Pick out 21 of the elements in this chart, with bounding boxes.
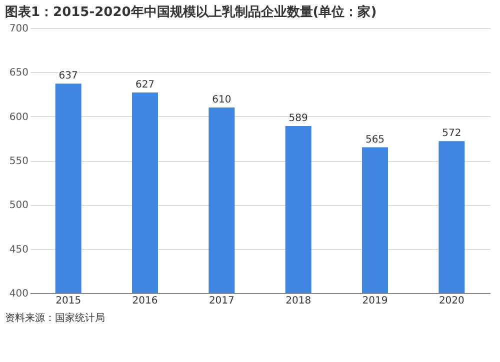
data-label: 565 [365,134,385,146]
y-tick-label: 650 [9,68,28,79]
y-tick-label: 500 [9,200,28,212]
x-tick-label: 2016 [132,296,158,306]
data-label: 627 [135,79,155,90]
x-tick-label: 2015 [56,296,82,306]
x-tick-label: 2017 [208,296,234,306]
y-tick-label: 550 [9,156,28,167]
data-label: 637 [58,70,78,82]
x-tick-label: 2018 [286,296,312,306]
data-label: 572 [442,128,462,140]
x-tick-label: 2019 [362,296,388,306]
y-tick-label: 600 [9,112,28,123]
data-label: 610 [212,94,232,106]
y-tick-label: 450 [9,244,28,256]
chart-title: 图表1：2015-2020年中国规模以上乳制品企业数量(单位：家) [5,4,377,20]
text: 资料来源：国家统计局 [5,312,105,324]
y-tick-label: 700 [9,24,28,34]
x-tick-label: 2020 [438,296,464,306]
y-tick-label: 400 [9,288,28,300]
data-label: 589 [288,113,308,124]
